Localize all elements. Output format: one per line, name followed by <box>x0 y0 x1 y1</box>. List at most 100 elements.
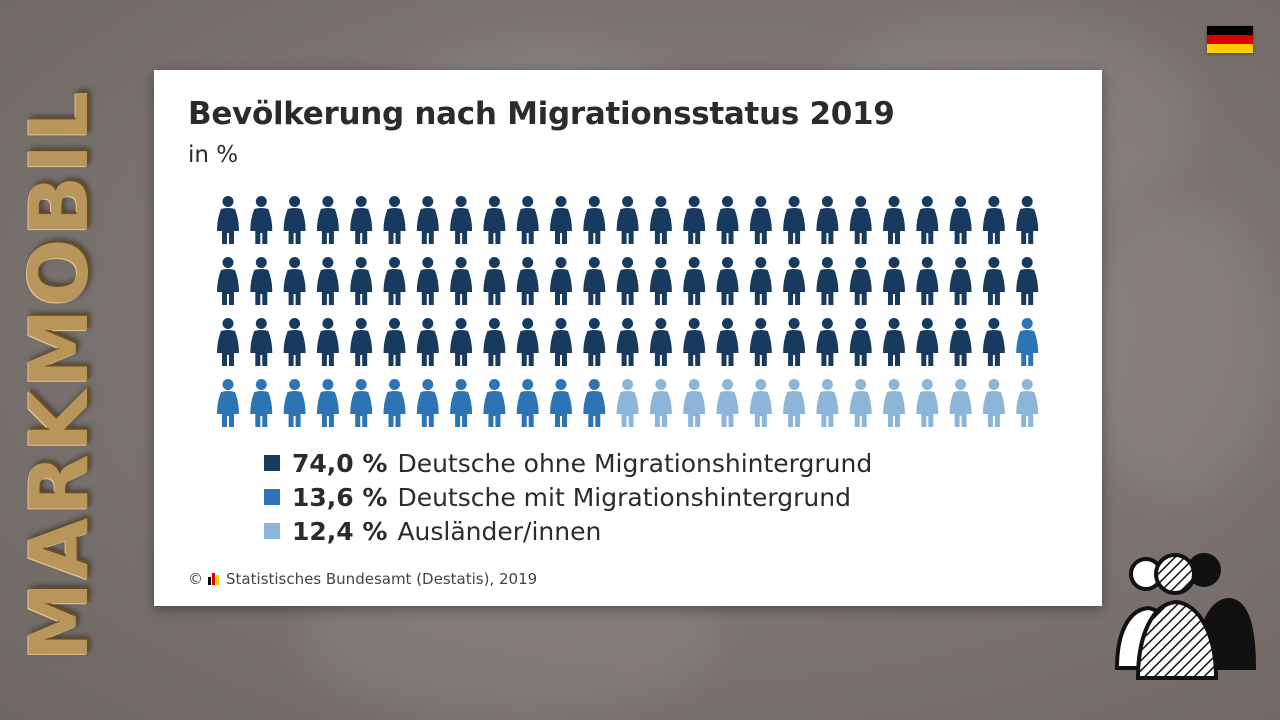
person-figure <box>1016 379 1039 427</box>
person-figure <box>616 196 639 244</box>
person-figure <box>949 257 972 305</box>
person-figure <box>783 318 806 366</box>
germany-flag-icon <box>1207 26 1253 53</box>
person-figure <box>749 379 772 427</box>
person-figure <box>383 257 406 305</box>
source-text: Statistisches Bundesamt (Destatis), 2019 <box>226 570 538 588</box>
person-figure <box>583 379 606 427</box>
person-figure <box>583 257 606 305</box>
person-figure <box>683 379 706 427</box>
legend-value: 12,4 % <box>292 516 388 546</box>
person-figure <box>516 379 539 427</box>
person-figure <box>816 257 839 305</box>
person-figure <box>550 318 572 366</box>
person-figure <box>450 318 473 366</box>
legend-item: 12,4 % Ausländer/innen <box>264 514 872 548</box>
person-figure <box>350 318 373 366</box>
destatis-logo-icon <box>208 573 220 585</box>
person-figure <box>450 257 473 305</box>
person-figure <box>1016 257 1039 305</box>
person-figure <box>683 257 706 305</box>
person-figure <box>450 379 473 427</box>
person-figure <box>250 257 273 305</box>
logo-bar <box>208 577 211 585</box>
person-figure <box>550 196 572 244</box>
legend-swatch <box>264 455 280 471</box>
person-figure <box>816 196 839 244</box>
person-figure <box>949 318 972 366</box>
chart-subtitle: in % <box>188 142 239 168</box>
person-figure <box>250 196 273 244</box>
legend-swatch <box>264 523 280 539</box>
person-figure <box>383 196 406 244</box>
legend-item: 13,6 % Deutsche mit Migrationshintergrun… <box>264 480 872 514</box>
legend-label: Deutsche mit Migrationshintergrund <box>397 482 851 512</box>
person-figure <box>716 257 739 305</box>
legend-swatch <box>264 489 280 505</box>
person-figure <box>883 257 905 305</box>
person-figure <box>350 379 373 427</box>
logo-bar <box>212 573 215 585</box>
person-figure <box>550 379 572 427</box>
person-figure <box>783 196 806 244</box>
person-figure <box>649 318 672 366</box>
person-figure <box>217 318 239 366</box>
person-figure <box>783 379 806 427</box>
person-figure <box>450 196 473 244</box>
person-figure <box>1016 196 1039 244</box>
legend-label: Deutsche ohne Migrationshintergrund <box>397 448 873 478</box>
person-figure <box>416 318 439 366</box>
person-figure <box>949 379 972 427</box>
flag-stripe-black <box>1207 26 1253 35</box>
person-figure <box>716 318 739 366</box>
person-figure <box>250 379 273 427</box>
person-figure <box>250 318 273 366</box>
flag-stripe-gold <box>1207 44 1253 53</box>
person-figure <box>316 257 339 305</box>
person-figure <box>516 196 539 244</box>
person-figure <box>849 196 872 244</box>
person-figure <box>883 318 905 366</box>
person-figure <box>982 318 1005 366</box>
person-figure <box>416 257 439 305</box>
person-figure <box>350 196 373 244</box>
person-figure <box>383 379 406 427</box>
person-figure <box>616 318 639 366</box>
person-figure <box>649 257 672 305</box>
person-figure <box>283 318 306 366</box>
people-group-icon <box>1114 553 1257 680</box>
person-figure <box>916 257 939 305</box>
person-figure <box>583 318 606 366</box>
person-figure <box>816 379 839 427</box>
person-figure <box>849 257 872 305</box>
person-figure <box>283 257 306 305</box>
person-figure <box>616 257 639 305</box>
person-figure <box>683 196 706 244</box>
person-figure <box>316 196 339 244</box>
person-figure <box>416 379 439 427</box>
chart-card: Bevölkerung nach Migrationsstatus 2019 i… <box>154 70 1102 606</box>
person-figure <box>716 196 739 244</box>
person-figure <box>982 257 1005 305</box>
pictogram-grid <box>217 196 1039 427</box>
flag-stripe-red <box>1207 35 1253 44</box>
person-figure <box>217 379 239 427</box>
person-figure <box>583 196 606 244</box>
person-figure <box>217 196 239 244</box>
logo-bar <box>216 575 219 585</box>
person-figure <box>316 379 339 427</box>
person-figure <box>749 257 772 305</box>
person-figure <box>916 196 939 244</box>
person-figure <box>550 257 572 305</box>
person-figure <box>516 257 539 305</box>
person-figure <box>849 318 872 366</box>
person-figure <box>749 196 772 244</box>
person-figure <box>616 379 639 427</box>
person-figure <box>350 257 373 305</box>
person-figure <box>217 257 239 305</box>
person-figure <box>683 318 706 366</box>
person-figure <box>483 196 506 244</box>
person-figure <box>416 196 439 244</box>
person-figure <box>982 379 1005 427</box>
person-figure <box>283 379 306 427</box>
